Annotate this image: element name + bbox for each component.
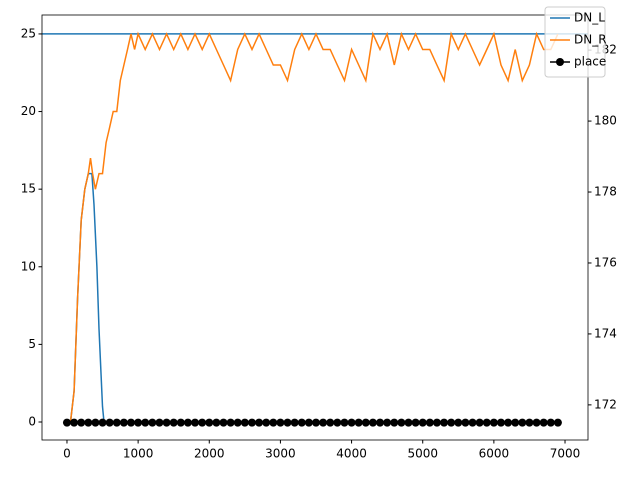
marker (447, 418, 456, 427)
marker (183, 418, 192, 427)
x-tick-label: 4000 (336, 447, 367, 461)
marker (127, 418, 136, 427)
marker (347, 418, 356, 427)
marker (255, 418, 264, 427)
marker (518, 418, 527, 427)
marker (148, 418, 157, 427)
x-tick-label: 2000 (194, 447, 225, 461)
marker (91, 418, 100, 427)
marker (191, 418, 200, 427)
marker (269, 418, 278, 427)
marker (404, 418, 413, 427)
marker (162, 418, 171, 427)
marker (112, 418, 121, 427)
y-tick-label: 20 (21, 104, 36, 118)
marker (354, 418, 363, 427)
marker (546, 418, 555, 427)
marker (311, 418, 320, 427)
marker (240, 418, 249, 427)
marker (411, 418, 420, 427)
marker (233, 418, 242, 427)
y2-tick-label: 176 (594, 255, 617, 269)
marker (326, 418, 335, 427)
marker (226, 418, 235, 427)
legend-marker (556, 58, 564, 66)
marker (77, 418, 86, 427)
marker (361, 418, 370, 427)
x-tick-label: 6000 (479, 447, 510, 461)
legend-label: place (574, 55, 606, 69)
marker (511, 418, 520, 427)
marker (290, 418, 299, 427)
marker (198, 418, 207, 427)
legend-label: DN_L (574, 11, 605, 25)
marker (525, 418, 534, 427)
y2-tick-label: 180 (594, 114, 617, 128)
y-tick-label: 25 (21, 26, 36, 40)
marker (532, 418, 541, 427)
marker (489, 418, 498, 427)
x-tick-label: 7000 (550, 447, 581, 461)
y-tick-label: 5 (28, 337, 36, 351)
marker (553, 418, 562, 427)
y-tick-label: 0 (28, 414, 36, 428)
marker (539, 418, 548, 427)
marker (468, 418, 477, 427)
marker (383, 418, 392, 427)
marker (418, 418, 427, 427)
marker (397, 418, 406, 427)
marker (475, 418, 484, 427)
marker (84, 418, 93, 427)
marker (62, 418, 71, 427)
y2-tick-label: 172 (594, 397, 617, 411)
marker (169, 418, 178, 427)
series-line (67, 31, 559, 423)
marker (482, 418, 491, 427)
x-tick-label: 0 (63, 447, 71, 461)
marker (105, 418, 114, 427)
marker (440, 418, 449, 427)
marker (340, 418, 349, 427)
marker (496, 418, 505, 427)
legend-label: DN_R (574, 33, 607, 47)
marker (319, 418, 328, 427)
marker (333, 418, 342, 427)
marker (425, 418, 434, 427)
marker (212, 418, 221, 427)
x-tick-label: 5000 (407, 447, 438, 461)
marker (205, 418, 214, 427)
marker (219, 418, 228, 427)
plot-frame (41, 14, 589, 441)
marker (141, 418, 150, 427)
marker (504, 418, 513, 427)
marker (134, 418, 143, 427)
marker (70, 418, 79, 427)
marker (376, 418, 385, 427)
x-tick-label: 3000 (265, 447, 296, 461)
y-tick-label: 15 (21, 182, 36, 196)
y2-tick-label: 178 (594, 185, 617, 199)
marker (454, 418, 463, 427)
y2-tick-label: 174 (594, 326, 617, 340)
x-tick-label: 1000 (123, 447, 154, 461)
marker (304, 418, 313, 427)
marker (276, 418, 285, 427)
marker (432, 418, 441, 427)
marker (155, 418, 164, 427)
y-tick-label: 10 (21, 259, 36, 273)
marker (297, 418, 306, 427)
marker (390, 418, 399, 427)
marker (283, 418, 292, 427)
marker (98, 418, 107, 427)
marker (247, 418, 256, 427)
marker (262, 418, 271, 427)
marker (368, 418, 377, 427)
marker (119, 418, 128, 427)
marker (461, 418, 470, 427)
marker (176, 418, 185, 427)
